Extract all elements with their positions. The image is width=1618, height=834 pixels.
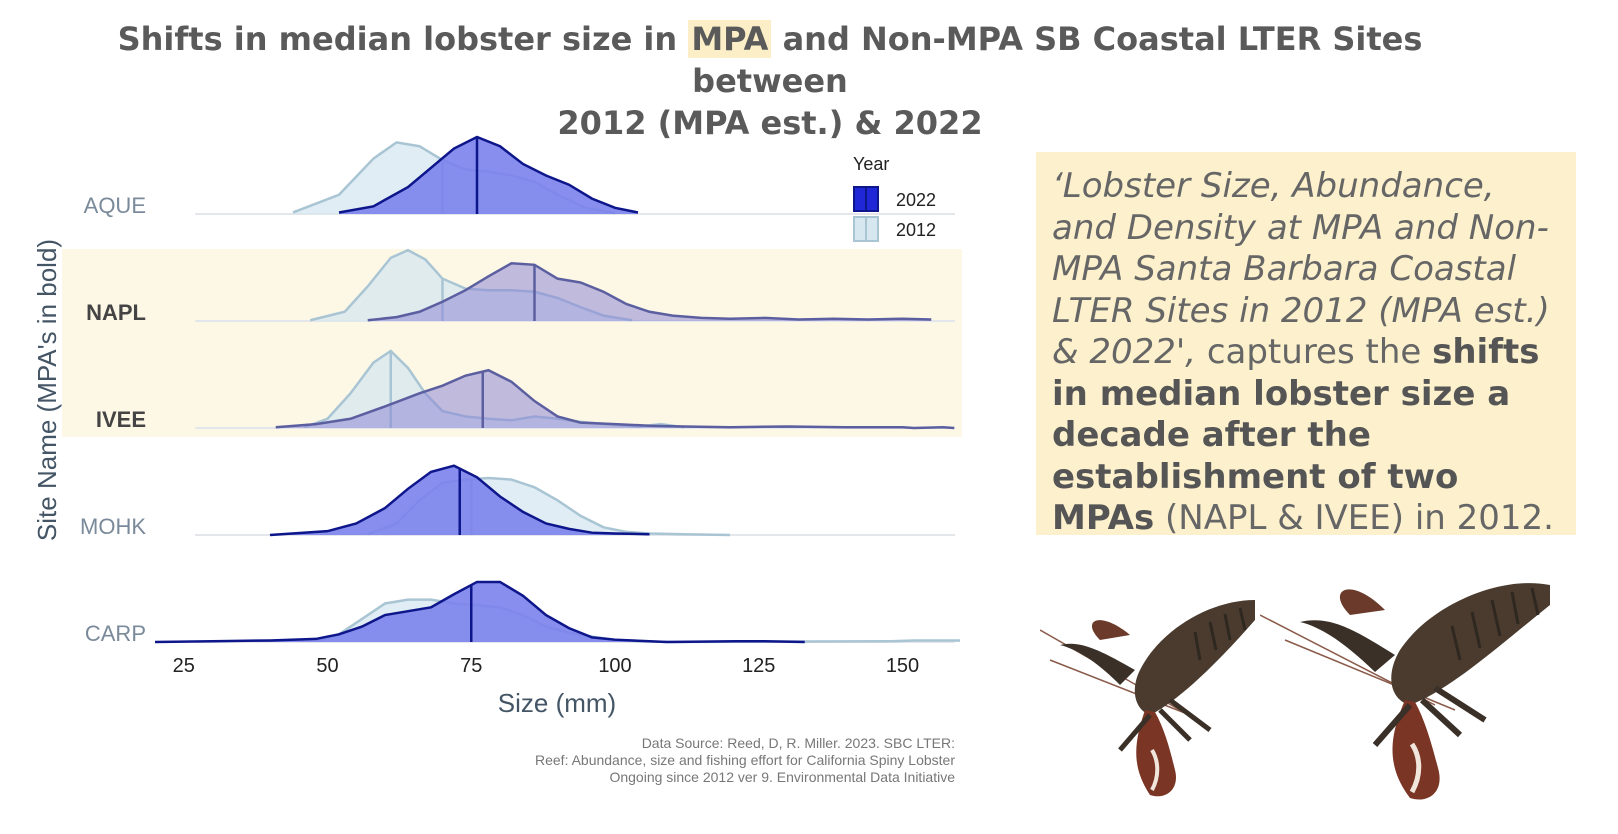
site-label-carp: CARP <box>85 621 146 646</box>
density-2022-carp <box>155 581 805 642</box>
lobster-left-image <box>1040 600 1255 797</box>
density-2022-aque <box>339 137 638 214</box>
density-line-2022-ivee <box>275 368 955 430</box>
density-line-2022-mohk <box>269 464 650 537</box>
note-plain1: captures the <box>1196 332 1433 372</box>
title-part1: Shifts in median lobster size in <box>117 20 689 58</box>
source-line-2: Reef: Abundance, size and fishing effort… <box>535 752 955 768</box>
site-label-napl: NAPL <box>86 300 146 325</box>
x-tick-75: 75 <box>460 655 482 677</box>
summary-note: ‘Lobster Size, Abundance, and Density at… <box>1036 152 1576 538</box>
title-line2: 2012 (MPA est.) & 2022 <box>557 104 983 142</box>
density-2022-napl <box>367 263 932 321</box>
legend-title: Year <box>853 154 889 174</box>
x-axis-label: Size (mm) <box>498 688 616 718</box>
title-part2: and Non-MPA SB Coastal LTER Sites betwee… <box>692 20 1423 100</box>
legend-label-2022: 2022 <box>896 190 936 210</box>
density-line-2022-napl <box>367 261 932 322</box>
x-tick-125: 125 <box>742 655 775 677</box>
source-line-3: Ongoing since 2012 ver 9. Environmental … <box>609 769 955 785</box>
y-axis-label: Site Name (MPA's in bold) <box>32 239 62 541</box>
lobster-right-image <box>1260 583 1550 800</box>
density-line-2022-carp <box>154 580 805 644</box>
x-tick-100: 100 <box>598 655 631 677</box>
title-highlight: MPA <box>688 20 772 58</box>
site-label-mohk: MOHK <box>80 514 146 539</box>
note-plain2: (NAPL & IVEE) in 2012. <box>1154 498 1554 538</box>
x-tick-150: 150 <box>886 655 919 677</box>
note-italic: ‘Lobster Size, Abundance, and Density at… <box>1052 166 1550 372</box>
x-tick-50: 50 <box>316 655 338 677</box>
ridgeline-chart: AQUE NAPL IVEE MOHK CARP 25 50 75 100 125 150 Size … <box>32 135 962 785</box>
source-line-1: Data Source: Reed, D, R. Miller. 2023. S… <box>642 735 955 751</box>
note-bold: shifts in median lobster size a decade a… <box>1052 332 1540 538</box>
x-tick-25: 25 <box>173 655 195 677</box>
site-label-aque: AQUE <box>84 193 146 218</box>
lobster-icon <box>1260 583 1550 800</box>
density-line-2022-aque <box>338 135 639 214</box>
legend-label-2012: 2012 <box>896 220 936 240</box>
site-label-ivee: IVEE <box>96 407 146 432</box>
lobster-icon <box>1040 600 1255 797</box>
page-title: Shifts in median lobster size in MPA and… <box>60 18 1480 144</box>
